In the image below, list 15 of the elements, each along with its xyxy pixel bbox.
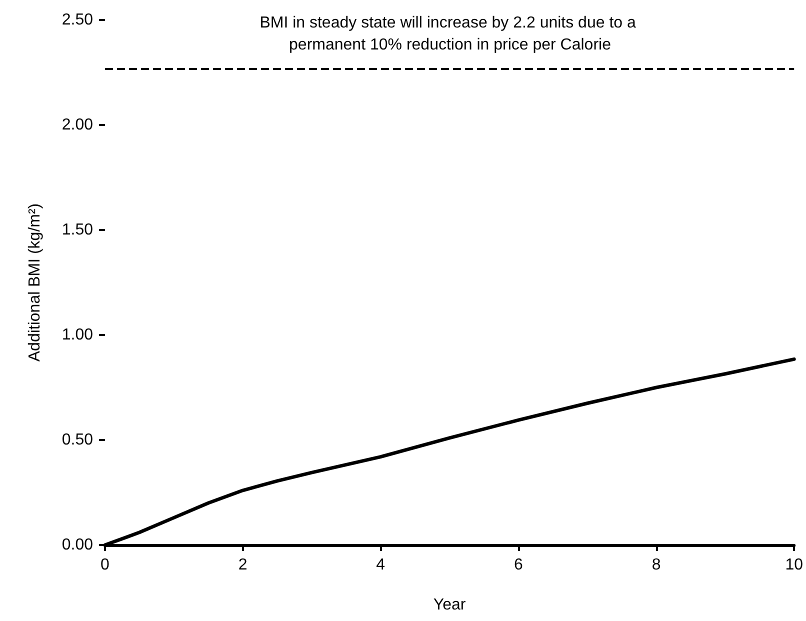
x-tick-label: 10 (785, 556, 804, 574)
y-tick-label: 2.50 (62, 12, 94, 28)
x-tick-label: 2 (238, 556, 248, 574)
y-tick-label: 2.00 (62, 116, 94, 134)
x-axis-title: Year (433, 596, 466, 614)
y-axis-title: Additional BMI (kg/m²) (26, 203, 44, 362)
y-tick-label: 1.50 (62, 222, 94, 238)
x-tick-label: 0 (100, 556, 110, 574)
x-tick-label: 8 (652, 556, 661, 574)
y-tick-label: 0.00 (62, 536, 94, 554)
x-tick-label: 6 (514, 556, 524, 574)
y-tick-label: 0.50 (62, 432, 94, 448)
x-tick-label: 4 (376, 556, 386, 574)
y-tick-label: 1.00 (62, 326, 94, 344)
annotation: BMI in steady state will increase by 2.2 units due to a permanent 10% reduction in price per Calorie (260, 14, 640, 54)
